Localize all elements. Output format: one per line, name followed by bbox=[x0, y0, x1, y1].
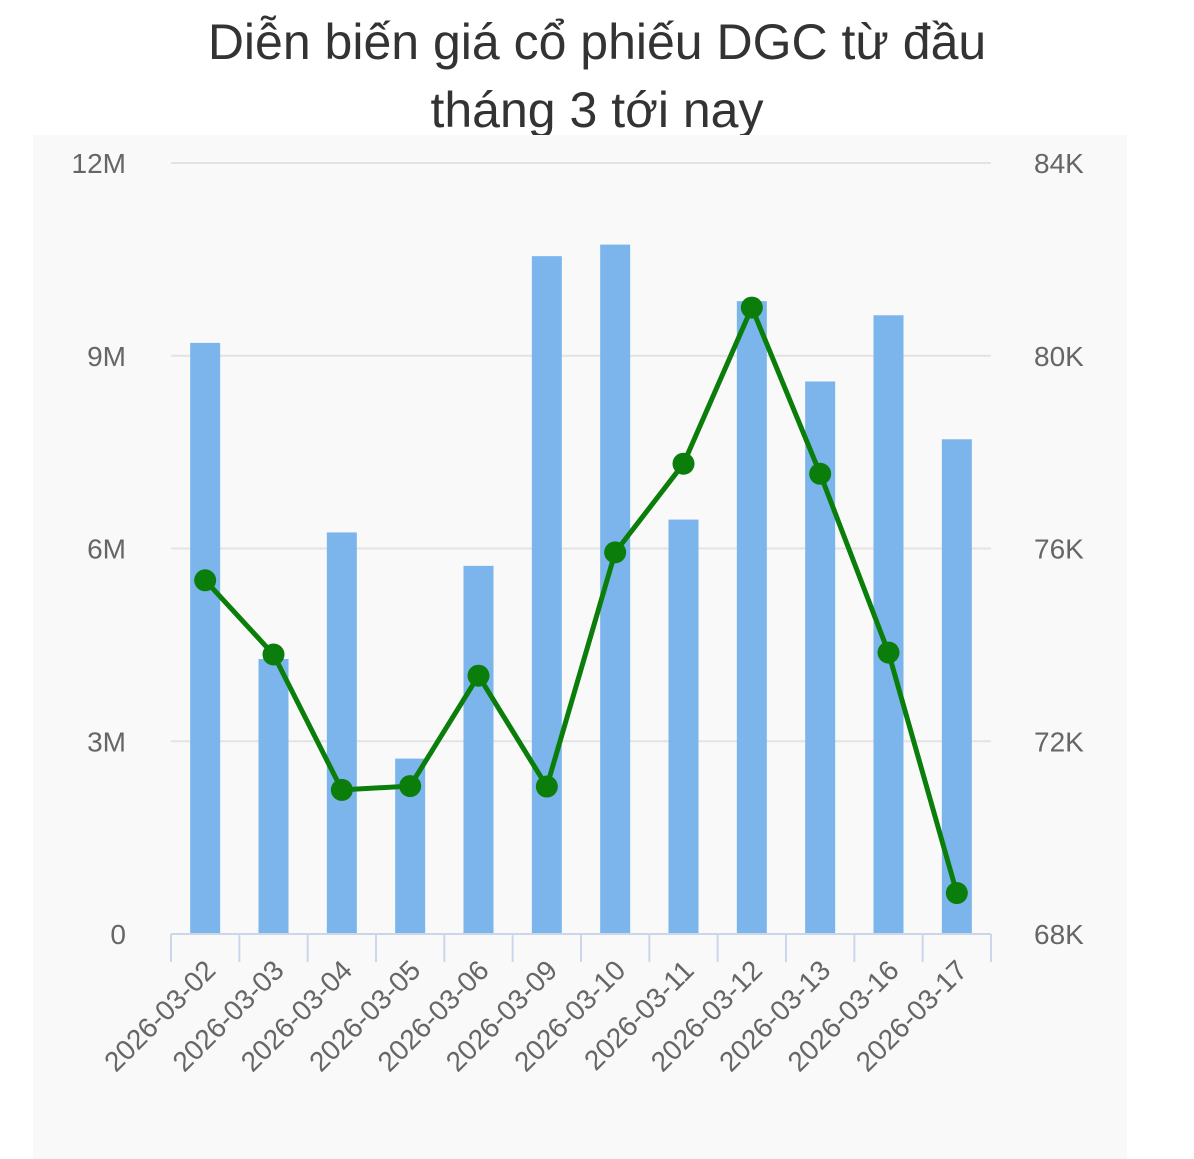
price-point bbox=[399, 775, 422, 798]
line-series bbox=[194, 296, 968, 905]
volume-bar bbox=[736, 301, 767, 934]
y-right-tick-label: 68K bbox=[1034, 919, 1084, 950]
price-point bbox=[877, 641, 900, 664]
volume-bar bbox=[531, 256, 562, 935]
price-line bbox=[202, 305, 960, 896]
price-point bbox=[672, 452, 695, 475]
volume-bar bbox=[190, 342, 221, 934]
volume-bar bbox=[326, 532, 357, 934]
price-point bbox=[262, 643, 285, 666]
volume-bar bbox=[258, 659, 289, 934]
y-left-tick-label: 6M bbox=[87, 534, 126, 565]
price-point bbox=[945, 882, 968, 905]
y-left-tick-label: 0 bbox=[110, 919, 126, 950]
price-point bbox=[467, 664, 490, 687]
y-right-tick-label: 76K bbox=[1034, 534, 1084, 565]
price-point bbox=[194, 569, 217, 592]
price-point bbox=[604, 541, 627, 564]
price-point bbox=[809, 462, 832, 485]
y-left-tick-label: 9M bbox=[87, 341, 126, 372]
price-point bbox=[535, 775, 558, 798]
y-axis-right-labels: 68K 72K 76K 80K 84K bbox=[1034, 148, 1084, 950]
y-right-tick-label: 80K bbox=[1034, 341, 1084, 372]
chart-title-line-2: tháng 3 tới nay bbox=[430, 82, 764, 138]
y-left-tick-label: 12M bbox=[72, 148, 126, 179]
volume-bar bbox=[668, 519, 699, 934]
y-left-tick-label: 3M bbox=[87, 726, 126, 757]
y-right-tick-label: 84K bbox=[1034, 148, 1084, 179]
y-right-tick-label: 72K bbox=[1034, 726, 1084, 757]
x-axis bbox=[170, 933, 992, 962]
price-point bbox=[330, 778, 353, 801]
chart-title-line-1: Diễn biến giá cổ phiếu DGC từ đầu bbox=[207, 14, 987, 70]
price-point bbox=[740, 296, 763, 319]
gridlines bbox=[171, 162, 991, 743]
y-axis-left-labels: 0 3M 6M 9M 12M bbox=[72, 148, 126, 950]
volume-bar bbox=[463, 565, 494, 934]
